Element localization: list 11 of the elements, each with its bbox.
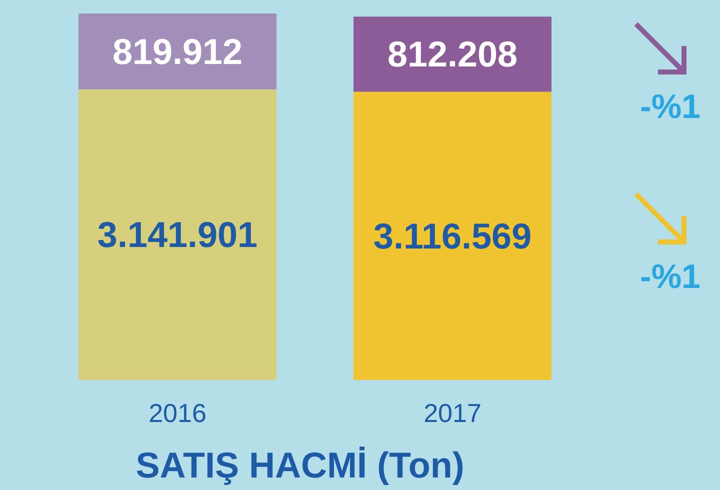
x-tick-label: 2017: [424, 398, 482, 428]
data-label: 812.208: [387, 34, 518, 75]
bar: [78, 89, 276, 380]
x-tick-label: 2016: [148, 398, 206, 428]
text: SATIŞ HACMİ (Ton): [136, 444, 464, 486]
data-label: 3.141.901: [97, 214, 258, 256]
text: -%1: [640, 88, 700, 127]
text: -%1: [640, 258, 700, 297]
data-label: 3.116.569: [373, 215, 532, 256]
data-label: 819.912: [112, 30, 243, 72]
bar: [354, 92, 552, 380]
